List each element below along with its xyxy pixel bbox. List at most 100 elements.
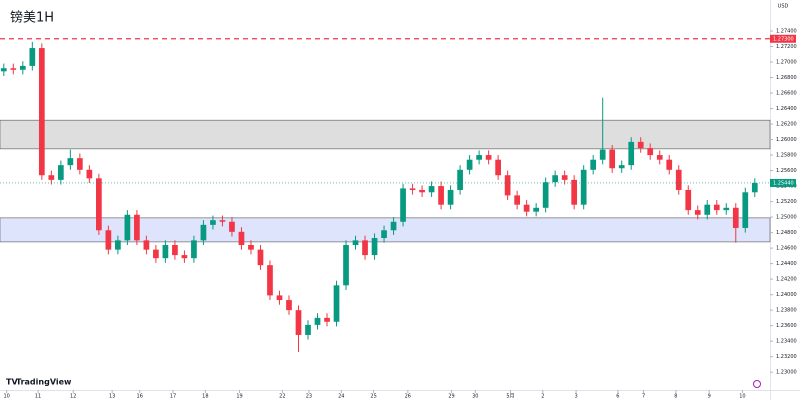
candle-body [324, 317, 330, 322]
x-tick-label: 29 [448, 394, 454, 400]
x-tick-label: 12 [70, 394, 76, 400]
candle-body [191, 240, 197, 259]
y-tick-label: 1.23200 [776, 354, 797, 360]
candle-body [694, 210, 701, 215]
candle-body [181, 255, 188, 259]
candle-body [57, 165, 64, 180]
y-tick-label: 1.26200 [776, 122, 797, 128]
candle-body [723, 207, 730, 211]
candle-body [628, 141, 635, 166]
candle-body [295, 310, 302, 335]
candle-body [115, 240, 121, 250]
candle-body [343, 245, 349, 286]
x-tick-label: 5月 [506, 394, 514, 400]
currency: USD [778, 4, 789, 10]
candle-body [0, 68, 7, 72]
y-tick-label: 1.27200 [776, 44, 797, 50]
candle-body [257, 249, 264, 266]
x-tick-label: 25 [370, 394, 376, 400]
candle-body [333, 285, 340, 322]
candle-body [542, 182, 549, 208]
price-label: 1.25440 [773, 180, 794, 186]
y-tick-label: 1.25600 [776, 168, 797, 174]
candle-body [637, 141, 644, 149]
candle-body [742, 192, 749, 228]
candle-body [504, 175, 511, 196]
candle-body [618, 165, 625, 169]
candle-body [580, 169, 587, 205]
candle-body [495, 159, 501, 176]
candle-body [267, 265, 273, 296]
x-tick-label: 10 [739, 394, 745, 400]
brand-logo: TV [6, 378, 18, 387]
x-tick-label: 22 [279, 394, 285, 400]
x-tick-label: 11 [35, 394, 41, 400]
candle-body [561, 175, 568, 180]
candle-body [96, 178, 102, 231]
y-tick-label: 1.26400 [776, 106, 797, 112]
candle-body [514, 195, 520, 205]
candle-body [685, 189, 692, 211]
candle-body [352, 240, 359, 246]
candle-body [599, 149, 606, 160]
icon [753, 380, 761, 388]
candle-body [200, 224, 207, 241]
candle-body [153, 249, 159, 259]
price-label: 1.27300 [773, 36, 794, 42]
x-tick-label: 8 [674, 394, 677, 400]
candle-body [400, 188, 406, 222]
candle-body [38, 48, 45, 176]
brand: TradingView [16, 378, 72, 387]
y-tick-label: 1.23600 [776, 323, 797, 329]
candle-body [371, 238, 378, 256]
x-tick-label: 30 [472, 394, 478, 400]
x-tick-label: 26 [405, 394, 411, 400]
x-tick-label: 6 [616, 394, 619, 400]
x-tick-label: 3 [574, 394, 577, 400]
candle-body [704, 204, 711, 215]
candle-body [172, 245, 178, 256]
zone [0, 119, 771, 150]
zone [0, 217, 771, 243]
candle-body [86, 169, 93, 179]
candle-body [314, 317, 321, 325]
price-label-bg [770, 34, 796, 43]
y-tick-label: 1.23400 [776, 339, 797, 345]
y-tick-label: 1.24800 [776, 230, 797, 236]
x-tick-label: 9 [708, 394, 711, 400]
y-tick-label: 1.26600 [776, 91, 797, 97]
y-tick-label: 1.24600 [776, 246, 797, 252]
y-tick-label: 1.25000 [776, 215, 797, 221]
candle-body [10, 68, 17, 70]
candle-body [143, 240, 150, 250]
candle-body [29, 48, 36, 66]
candle-body [362, 240, 368, 256]
candle-body [19, 65, 26, 70]
y-tick-label: 1.23000 [776, 370, 797, 376]
candle-body [457, 169, 463, 190]
candle-body [466, 159, 473, 170]
x-tick-label: 13 [109, 394, 115, 400]
candle-body [409, 188, 416, 190]
x-tick-label: 2 [541, 394, 544, 400]
candle-body [219, 220, 226, 222]
candle-body [48, 175, 55, 180]
candle-body [77, 158, 83, 170]
candle-body [609, 149, 616, 169]
candle-body [229, 221, 235, 232]
x-tick-label: 19 [236, 394, 242, 400]
candle-body [105, 230, 112, 250]
candle-body [305, 324, 311, 335]
candle-body [67, 158, 74, 166]
x-tick-label: 10 [3, 394, 9, 400]
candle-body [438, 186, 444, 205]
candle-body [533, 207, 539, 212]
candle-body [286, 300, 292, 311]
y-tick-label: 1.26000 [776, 137, 797, 143]
candle-body [428, 186, 435, 193]
candle-body [713, 204, 720, 211]
y-tick-label: 1.24400 [776, 261, 797, 267]
candle-body [675, 169, 682, 190]
